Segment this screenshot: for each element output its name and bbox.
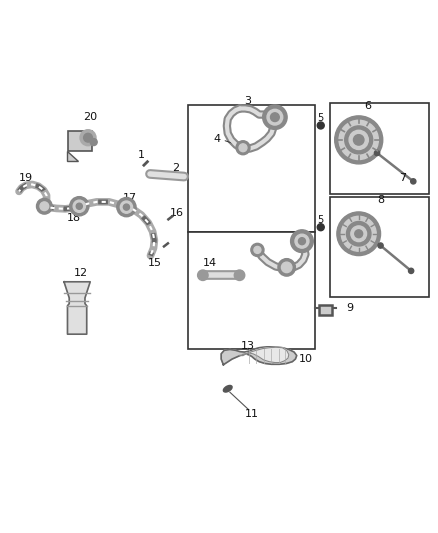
Text: 4: 4 bbox=[213, 134, 220, 143]
Circle shape bbox=[90, 139, 97, 146]
Text: 15: 15 bbox=[148, 258, 162, 268]
Text: 8: 8 bbox=[377, 195, 384, 205]
Circle shape bbox=[345, 126, 373, 154]
Circle shape bbox=[271, 113, 279, 122]
Circle shape bbox=[295, 234, 309, 248]
Ellipse shape bbox=[223, 385, 232, 392]
Circle shape bbox=[335, 116, 383, 164]
Text: 10: 10 bbox=[298, 354, 312, 365]
Circle shape bbox=[317, 224, 324, 231]
Polygon shape bbox=[64, 282, 90, 334]
Text: 14: 14 bbox=[203, 258, 217, 268]
Circle shape bbox=[351, 226, 367, 241]
Circle shape bbox=[120, 201, 133, 213]
Text: 18: 18 bbox=[67, 214, 81, 223]
Text: 12: 12 bbox=[74, 268, 88, 278]
Circle shape bbox=[124, 204, 130, 210]
Bar bbox=[188, 232, 315, 350]
Circle shape bbox=[409, 268, 414, 273]
Circle shape bbox=[70, 197, 89, 216]
Circle shape bbox=[234, 270, 245, 280]
Circle shape bbox=[73, 200, 85, 212]
Text: 6: 6 bbox=[364, 101, 371, 111]
Text: 3: 3 bbox=[244, 96, 251, 107]
Circle shape bbox=[298, 238, 305, 245]
Polygon shape bbox=[221, 347, 297, 365]
Circle shape bbox=[239, 144, 247, 152]
Circle shape bbox=[341, 216, 376, 251]
Text: 2: 2 bbox=[172, 163, 179, 173]
Circle shape bbox=[263, 105, 287, 130]
Circle shape bbox=[339, 120, 378, 159]
Circle shape bbox=[355, 230, 363, 238]
Circle shape bbox=[374, 150, 380, 156]
Circle shape bbox=[251, 244, 264, 256]
Text: 13: 13 bbox=[240, 341, 254, 351]
Polygon shape bbox=[240, 348, 289, 362]
Circle shape bbox=[80, 130, 96, 146]
Circle shape bbox=[117, 198, 136, 217]
Text: 20: 20 bbox=[83, 112, 97, 122]
Text: 1: 1 bbox=[138, 150, 145, 160]
Text: 17: 17 bbox=[123, 192, 137, 203]
Text: 5: 5 bbox=[318, 215, 324, 225]
Circle shape bbox=[337, 212, 381, 256]
Polygon shape bbox=[67, 151, 78, 161]
Text: 16: 16 bbox=[170, 208, 184, 218]
Circle shape bbox=[198, 270, 208, 280]
Text: 9: 9 bbox=[346, 303, 353, 313]
Text: 5: 5 bbox=[318, 113, 324, 123]
Circle shape bbox=[290, 230, 313, 253]
Circle shape bbox=[378, 243, 383, 248]
Text: 19: 19 bbox=[19, 173, 33, 183]
Circle shape bbox=[353, 135, 364, 145]
Circle shape bbox=[349, 130, 368, 149]
Circle shape bbox=[411, 179, 416, 184]
Bar bbox=[188, 105, 315, 231]
Circle shape bbox=[278, 259, 295, 276]
Circle shape bbox=[84, 133, 92, 142]
Circle shape bbox=[346, 222, 371, 246]
Bar bbox=[330, 197, 428, 297]
Circle shape bbox=[236, 141, 250, 155]
Text: 11: 11 bbox=[245, 409, 259, 419]
Circle shape bbox=[317, 122, 324, 129]
Bar bbox=[319, 305, 332, 314]
Circle shape bbox=[282, 262, 292, 272]
Circle shape bbox=[76, 203, 82, 209]
Circle shape bbox=[36, 198, 52, 214]
Circle shape bbox=[267, 109, 283, 125]
Circle shape bbox=[40, 202, 49, 211]
Circle shape bbox=[254, 246, 261, 253]
Bar bbox=[330, 103, 428, 195]
Bar bbox=[68, 131, 92, 151]
Text: 7: 7 bbox=[399, 173, 406, 183]
